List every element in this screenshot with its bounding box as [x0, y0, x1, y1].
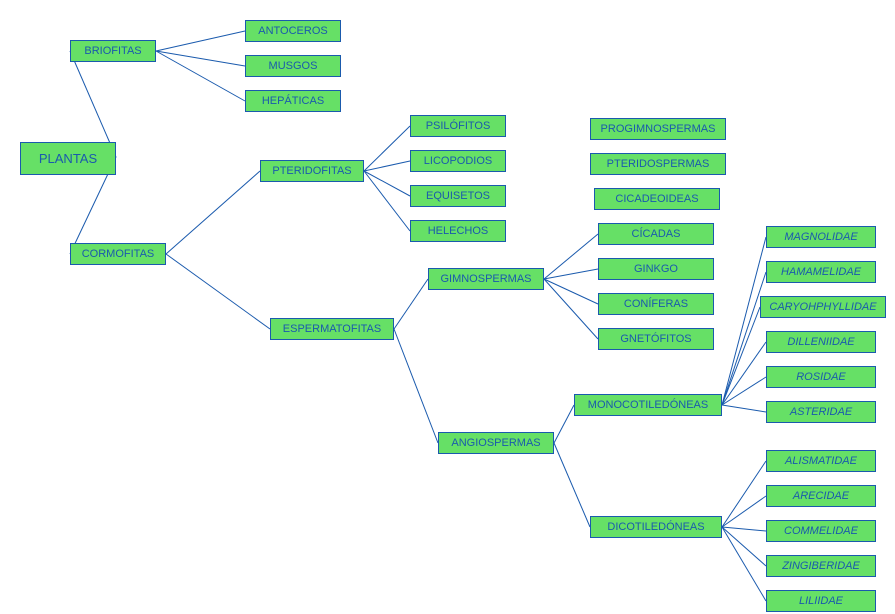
edge-angiospermas-monocotiledoneas	[554, 405, 574, 443]
node-zingiberidae: ZINGIBERIDAE	[766, 555, 876, 577]
node-hepaticas: HEPÁTICAS	[245, 90, 341, 112]
edge-dicotiledoneas-commelidae	[722, 527, 766, 531]
edge-briofitas-musgos	[156, 51, 245, 66]
node-cicadeoideas: CICADEOIDEAS	[594, 188, 720, 210]
node-cicadas: CÍCADAS	[598, 223, 714, 245]
edge-pteridofitas-helechos	[364, 171, 410, 231]
edge-monocotiledoneas-rosidae	[722, 377, 766, 405]
edge-gimnospermas-gnetofitos	[544, 279, 598, 339]
node-pteridospermas: PTERIDOSPERMAS	[590, 153, 726, 175]
edge-monocotiledoneas-asteridae	[722, 405, 766, 412]
node-ginkgo: GINKGO	[598, 258, 714, 280]
edge-briofitas-hepaticas	[156, 51, 245, 101]
edge-monocotiledoneas-hamamelidae	[722, 272, 766, 405]
edge-dicotiledoneas-alismatidae	[722, 461, 766, 527]
node-licopodios: LICOPODIOS	[410, 150, 506, 172]
node-monocotiledoneas: MONOCOTILEDÓNEAS	[574, 394, 722, 416]
node-briofitas: BRIOFITAS	[70, 40, 156, 62]
node-psilofitos: PSILÓFITOS	[410, 115, 506, 137]
edge-briofitas-antoceros	[156, 31, 245, 51]
node-arecidae: ARECIDAE	[766, 485, 876, 507]
node-musgos: MUSGOS	[245, 55, 341, 77]
node-magnolidae: MAGNOLIDAE	[766, 226, 876, 248]
node-pteridofitas: PTERIDOFITAS	[260, 160, 364, 182]
edge-pteridofitas-equisetos	[364, 171, 410, 196]
node-gimnospermas: GIMNOSPERMAS	[428, 268, 544, 290]
edge-gimnospermas-coniferas	[544, 279, 598, 304]
node-coniferas: CONÍFERAS	[598, 293, 714, 315]
edge-pteridofitas-psilofitos	[364, 126, 410, 171]
node-espermatofitas: ESPERMATOFITAS	[270, 318, 394, 340]
node-cormofitas: CORMOFITAS	[70, 243, 166, 265]
edge-cormofitas-espermatofitas	[166, 254, 270, 329]
node-asteridae: ASTERIDAE	[766, 401, 876, 423]
node-commelidae: COMMELIDAE	[766, 520, 876, 542]
edge-monocotiledoneas-magnolidae	[722, 237, 766, 405]
node-alismatidae: ALISMATIDAE	[766, 450, 876, 472]
edge-monocotiledoneas-dilleniidae	[722, 342, 766, 405]
node-dicotiledoneas: DICOTILEDÓNEAS	[590, 516, 722, 538]
node-hamamelidae: HAMAMELIDAE	[766, 261, 876, 283]
edge-dicotiledoneas-zingiberidae	[722, 527, 766, 566]
node-progimnospermas: PROGIMNOSPERMAS	[590, 118, 726, 140]
node-equisetos: EQUISETOS	[410, 185, 506, 207]
edge-espermatofitas-gimnospermas	[394, 279, 428, 329]
node-antoceros: ANTOCEROS	[245, 20, 341, 42]
node-dilleniidae: DILLENIIDAE	[766, 331, 876, 353]
edge-gimnospermas-ginkgo	[544, 269, 598, 279]
node-gnetofitos: GNETÓFITOS	[598, 328, 714, 350]
edge-pteridofitas-licopodios	[364, 161, 410, 171]
node-rosidae: ROSIDAE	[766, 366, 876, 388]
edge-angiospermas-dicotiledoneas	[554, 443, 590, 527]
edge-cormofitas-pteridofitas	[166, 171, 260, 254]
edge-dicotiledoneas-liliidae	[722, 527, 766, 601]
edge-gimnospermas-cicadas	[544, 234, 598, 279]
edge-dicotiledoneas-arecidae	[722, 496, 766, 527]
node-angiospermas: ANGIOSPERMAS	[438, 432, 554, 454]
edge-espermatofitas-angiospermas	[394, 329, 438, 443]
edge-monocotiledoneas-caryohphyllidae	[722, 307, 760, 405]
node-caryohphyllidae: CARYOHPHYLLIDAE	[760, 296, 886, 318]
node-plantas: PLANTAS	[20, 142, 116, 175]
node-helechos: HELECHOS	[410, 220, 506, 242]
node-liliidae: LILIIDAE	[766, 590, 876, 612]
